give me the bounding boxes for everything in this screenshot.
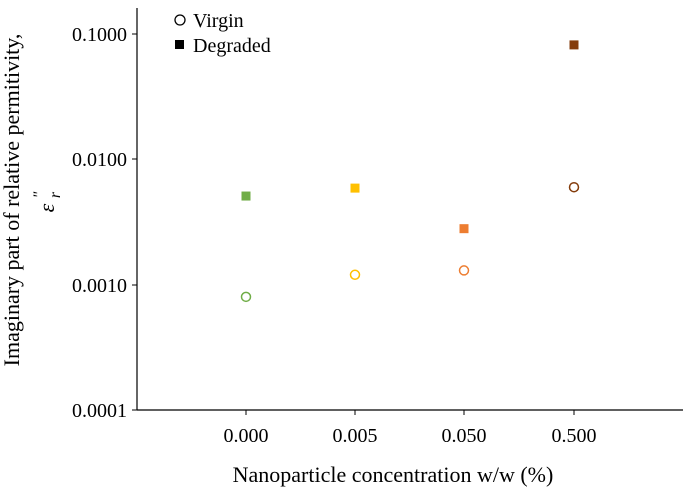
y-axis-symbol-sup: " bbox=[31, 191, 48, 198]
legend-marker-degraded bbox=[175, 40, 184, 49]
point-degraded-0.005 bbox=[350, 183, 360, 193]
y-tick-label: 0.1000 bbox=[72, 24, 127, 46]
y-tick-label: 0.0100 bbox=[72, 149, 127, 171]
legend-marker-virgin bbox=[174, 14, 186, 26]
point-degraded-0.050 bbox=[459, 224, 469, 234]
point-virgin-0.500 bbox=[568, 181, 580, 193]
y-tick-label: 0.0001 bbox=[72, 400, 127, 422]
point-degraded-0.000 bbox=[241, 191, 251, 201]
x-tick-label: 0.005 bbox=[333, 425, 378, 447]
point-degraded-0.500 bbox=[569, 40, 579, 50]
point-virgin-0.005 bbox=[349, 269, 361, 281]
legend-label-degraded: Degraded bbox=[193, 35, 271, 57]
legend-label-virgin: Virgin bbox=[193, 10, 244, 32]
y-axis-symbol: ε " r bbox=[31, 191, 64, 212]
y-axis-title: Imaginary part of relative permitivity, bbox=[0, 34, 24, 367]
data-points bbox=[240, 40, 580, 303]
legend: Virgin Degraded bbox=[174, 10, 271, 57]
x-axis-title: Nanoparticle concentration w/w (%) bbox=[233, 462, 554, 487]
x-tick-label: 0.500 bbox=[552, 425, 597, 447]
y-ticks: 0.0001 0.0010 0.0100 0.1000 bbox=[72, 24, 137, 422]
x-tick-label: 0.000 bbox=[224, 425, 269, 447]
x-tick-label: 0.050 bbox=[442, 425, 487, 447]
x-ticks: 0.000 0.005 0.050 0.500 bbox=[224, 410, 597, 447]
point-virgin-0.000 bbox=[240, 291, 252, 303]
y-tick-label: 0.0010 bbox=[72, 275, 127, 297]
point-virgin-0.050 bbox=[458, 265, 470, 276]
y-axis-symbol-epsilon: ε bbox=[34, 203, 59, 212]
y-axis-symbol-sub: r bbox=[47, 191, 64, 198]
